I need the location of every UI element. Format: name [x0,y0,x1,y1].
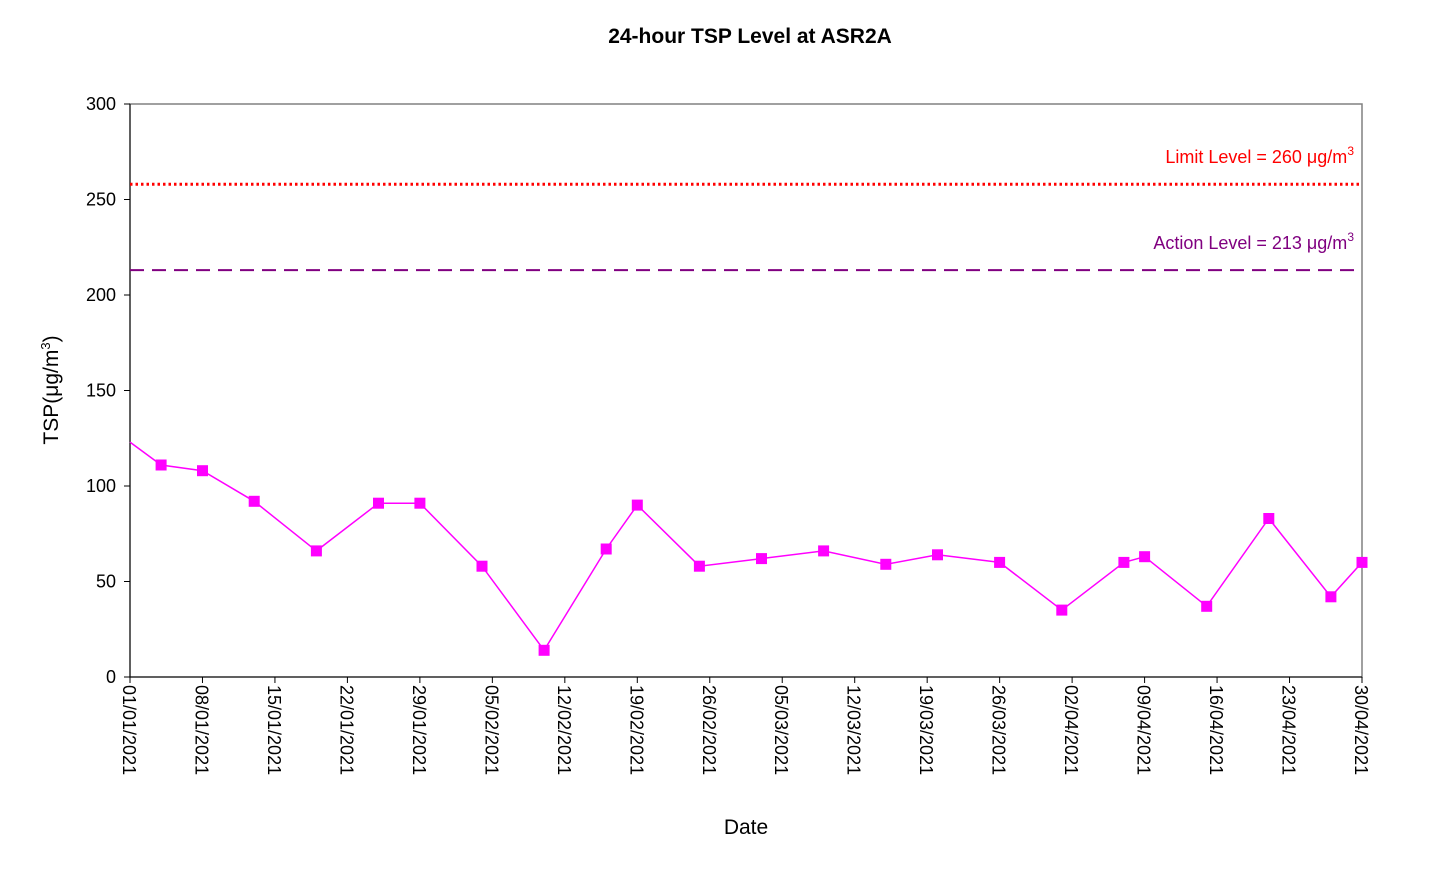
data-point [310,545,322,557]
x-tick-label: 15/01/2021 [264,685,284,775]
x-tick-label: 12/03/2021 [844,685,864,775]
data-point [248,495,260,507]
data-point [756,553,767,565]
y-axis-title-close: ) [40,335,63,342]
x-tick-label: 16/04/2021 [1206,685,1226,775]
data-point [818,545,830,557]
y-tick-label: 150 [86,381,116,401]
y-axis: 0 50 100 150 200 250 300 [86,94,131,687]
x-tick-label: 01/01/2021 [119,685,139,775]
x-tick-label: 26/02/2021 [699,685,719,775]
x-tick-label: 29/01/2021 [409,685,429,775]
x-axis-title: Date [724,816,768,839]
data-point [197,465,208,477]
data-point [1201,600,1213,612]
x-tick-label: 22/01/2021 [336,685,356,775]
y-axis-title-text: TSP(μg/m [40,350,63,445]
reference-label-sup: 3 [1347,144,1354,158]
y-tick-label: 250 [86,190,116,210]
x-tick-label: 12/02/2021 [554,685,574,775]
reference-line-label: Action Level = 213 μg/m3 [1153,230,1354,253]
series-layer [129,441,1368,656]
plot-area [129,103,1363,678]
y-tick-label: 100 [86,476,116,496]
data-point [693,560,705,572]
x-tick-label: 02/04/2021 [1061,685,1081,775]
reference-label-sup: 3 [1347,230,1354,244]
data-point [373,497,384,509]
data-point [155,459,167,471]
reference-line-label: Limit Level = 260 μg/m3 [1165,144,1354,167]
x-tick-label: 19/03/2021 [916,685,936,775]
x-axis: 01/01/2021 08/01/2021 15/01/2021 22/01/2021… [119,676,1371,775]
x-tick-label: 26/03/2021 [989,685,1009,775]
x-tick-label: 05/03/2021 [771,685,791,775]
x-tick-label: 09/04/2021 [1134,685,1154,775]
y-tick-label: 300 [86,94,116,114]
y-tick-label: 0 [106,667,116,687]
data-point [1118,556,1130,568]
chart-title: 24-hour TSP Level at ASR2A [608,25,892,48]
data-point [932,549,943,561]
y-axis-title-sup: 3 [38,342,53,349]
reference-label-text: Action Level = 213 [1153,233,1307,253]
data-point [1356,556,1368,568]
data-point [600,543,612,555]
data-point [476,560,488,572]
y-tick-label: 200 [86,285,116,305]
reference-label-unit: μg/m [1307,233,1347,253]
data-point [538,644,550,656]
data-point [1263,513,1275,524]
data-point [1139,551,1151,563]
y-tick-label: 50 [96,572,116,592]
series-line [129,441,1363,652]
reference-label-unit: μg/m [1307,147,1347,167]
data-point [1325,591,1337,603]
x-tick-label: 30/04/2021 [1351,685,1371,775]
reference-label-text: Limit Level = 260 [1165,147,1307,167]
data-point [1056,604,1068,616]
data-point [414,497,426,509]
x-tick-label: 19/02/2021 [626,685,646,775]
y-axis-title: TSP(μg/m3) [38,335,63,444]
x-tick-label: 05/02/2021 [481,685,501,775]
data-point [880,558,892,570]
data-point [631,499,643,511]
x-tick-label: 08/01/2021 [191,685,211,775]
x-tick-label: 23/04/2021 [1279,685,1299,775]
data-point [994,556,1006,568]
